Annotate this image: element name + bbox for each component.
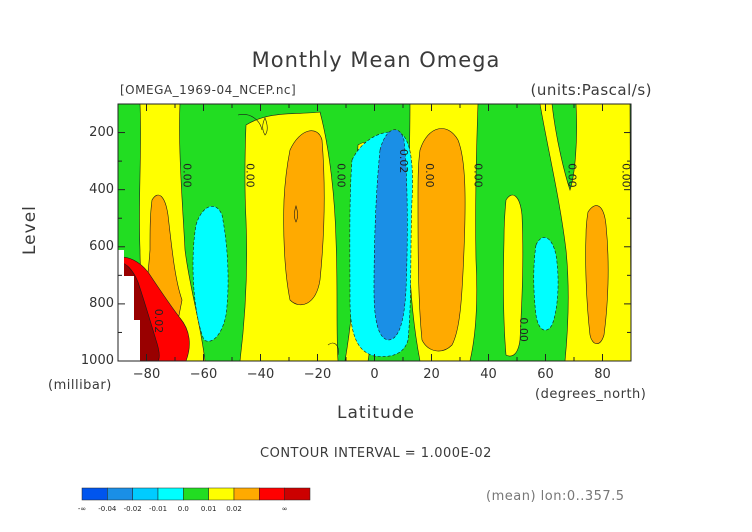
y-tick-label: 1000 xyxy=(80,353,114,368)
colorbar-swatch xyxy=(233,487,260,501)
colorbar-label: -0.04 xyxy=(98,505,117,513)
colorbar-swatch xyxy=(284,487,311,501)
file-label: [OMEGA_1969-04_NCEP.nc] xyxy=(120,83,297,97)
contour-interval-text: CONTOUR INTERVAL = 1.000E-02 xyxy=(260,446,492,461)
colorbar-label: -0.02 xyxy=(123,505,142,513)
y-tick-label: 400 xyxy=(89,181,114,197)
missing-data-region xyxy=(118,250,140,361)
contour-label: 0.02 xyxy=(397,149,410,174)
contour-label: 0.00 xyxy=(517,317,530,342)
colorbar-label: 0.01 xyxy=(200,505,217,513)
colorbar-label: -∞ xyxy=(77,505,87,513)
x-tick-label: −60 xyxy=(189,367,218,382)
x-axis-unit: (degrees_north) xyxy=(535,387,647,402)
mean-text: (mean) lon:0..357.5 xyxy=(486,489,625,504)
contour-label: 0.00 xyxy=(334,163,347,188)
contour-label: 0.00 xyxy=(181,163,194,188)
contour-line xyxy=(262,117,268,136)
colorbar xyxy=(81,487,311,501)
chart-title: Monthly Mean Omega xyxy=(251,48,501,72)
y-tick-label: 800 xyxy=(89,295,114,311)
units-label: (units:Pascal/s) xyxy=(530,81,652,99)
contour-region-yellow-nh-mid xyxy=(503,194,524,357)
contour-label: 0.02 xyxy=(152,309,165,334)
contour-region-orange-nh-subtropics xyxy=(417,128,466,352)
contour-region-green-nh-island xyxy=(551,104,577,191)
y-axis-unit: (millibar) xyxy=(48,378,112,393)
colorbar-swatch xyxy=(183,487,209,501)
axis-ticks xyxy=(117,103,632,362)
contour-line xyxy=(294,205,298,223)
contour-region-cyan-nh-mid xyxy=(533,237,559,331)
x-tick-label: −40 xyxy=(246,367,275,382)
contour-labels: 0.00 0.00 0.00 0.02 0.00 0.00 0.00 0.00 0.00 0.02 xyxy=(152,149,632,342)
colorbar-swatch xyxy=(107,487,133,501)
contour-label: 0.00 xyxy=(243,163,256,188)
contour-region-blue-tropical-core xyxy=(373,129,408,341)
colorbar-label: ∞ xyxy=(281,505,288,513)
colorbar-label: 0.02 xyxy=(226,505,242,513)
colorbar-label: -0.01 xyxy=(148,505,168,513)
contour-label: 0.00 xyxy=(565,163,578,188)
y-tick-label: 600 xyxy=(89,238,114,254)
colorbar-swatch xyxy=(81,487,108,501)
x-tick-label: 40 xyxy=(480,367,497,382)
x-axis-label: Latitude xyxy=(337,403,415,423)
contour-region-cyan-sh-mid xyxy=(192,206,229,342)
colorbar-swatch xyxy=(132,487,159,501)
colorbar-swatch xyxy=(157,487,184,501)
x-tick-label: −20 xyxy=(303,367,332,382)
contour-region-yellow-nh-polar xyxy=(539,104,631,361)
contour-line xyxy=(237,114,263,131)
colorbar-swatch xyxy=(259,487,285,501)
y-axis-label: Level xyxy=(20,205,40,255)
x-tick-label: 80 xyxy=(594,367,611,382)
contour-region-orange-nh-polar xyxy=(585,205,609,344)
x-tick-label: −80 xyxy=(132,367,161,382)
contour-label: 0.00 xyxy=(619,163,632,188)
y-tick-label: 200 xyxy=(89,124,114,140)
colorbar-label: 0.0 xyxy=(177,505,189,513)
colorbar-swatch xyxy=(208,487,235,501)
contour-label: 0.00 xyxy=(423,163,436,188)
x-tick-label: 20 xyxy=(423,367,440,382)
contour-line xyxy=(327,342,339,356)
contour-region-orange-sh-subtropics xyxy=(283,130,325,305)
contour-label: 0.00 xyxy=(471,163,484,188)
contour-fill-group xyxy=(118,104,631,361)
x-tick-label: 0 xyxy=(370,367,379,382)
x-tick-label: 60 xyxy=(537,367,554,382)
